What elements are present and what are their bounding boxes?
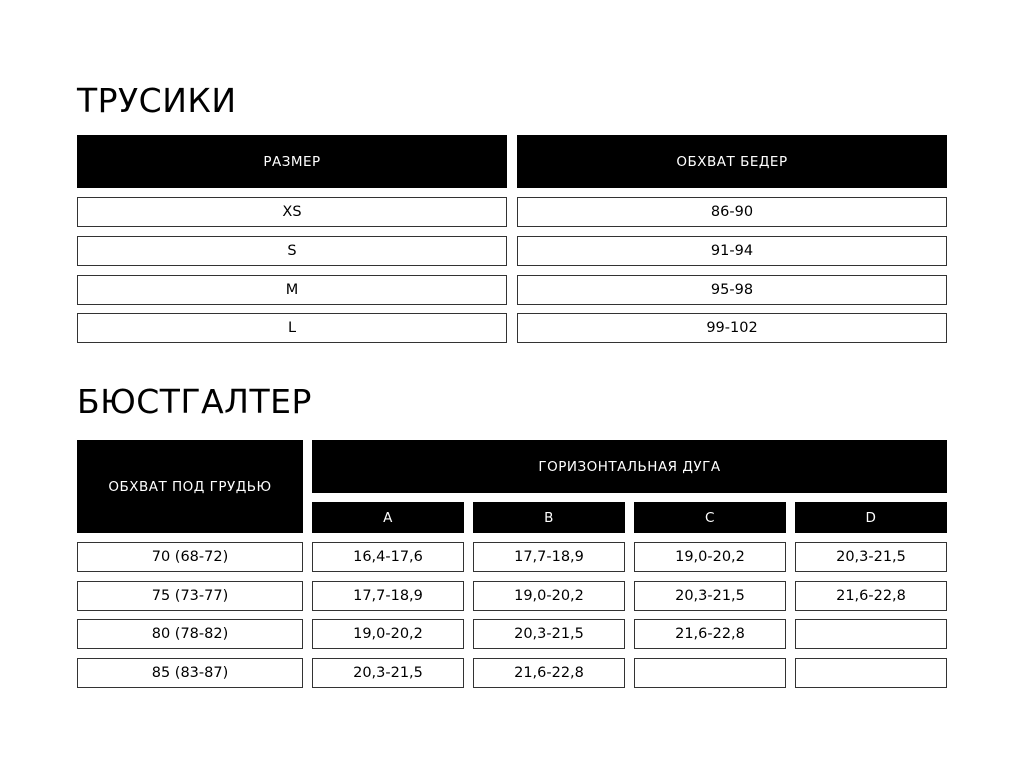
cup-size-cell: 20,3-21,5 [312,658,464,688]
cup-size-cell: 19,0-20,2 [473,581,625,611]
cup-size-cell: 21,6-22,8 [795,581,947,611]
hip-header: ОБХВАТ БЕДЕР [517,135,947,188]
size-cell: M [77,275,507,305]
cup-size-cell [795,619,947,649]
size-cell: L [77,313,507,343]
hip-cell: 99-102 [517,313,947,343]
cup-header: ГОРИЗОНТАЛЬНАЯ ДУГА [312,440,947,493]
cup-d-header: D [795,502,947,533]
cup-size-cell: 20,3-21,5 [795,542,947,572]
cup-size-cell: 21,6-22,8 [634,619,786,649]
cup-size-cell: 16,4-17,6 [312,542,464,572]
panties-title: ТРУСИКИ [77,81,237,120]
underbust-cell: 80 (78-82) [77,619,303,649]
cup-size-cell: 19,0-20,2 [634,542,786,572]
cup-size-cell: 21,6-22,8 [473,658,625,688]
cup-size-cell [634,658,786,688]
cup-c-header: C [634,502,786,533]
underbust-cell: 75 (73-77) [77,581,303,611]
cup-a-header: A [312,502,464,533]
cup-size-cell: 17,7-18,9 [473,542,625,572]
hip-cell: 95-98 [517,275,947,305]
underbust-cell: 70 (68-72) [77,542,303,572]
size-cell: S [77,236,507,266]
size-cell: XS [77,197,507,227]
cup-size-cell: 20,3-21,5 [473,619,625,649]
underbust-header: ОБХВАТ ПОД ГРУДЬЮ [77,440,303,533]
cup-size-cell: 20,3-21,5 [634,581,786,611]
cup-size-cell [795,658,947,688]
cup-b-header: B [473,502,625,533]
cup-size-cell: 19,0-20,2 [312,619,464,649]
bra-title: БЮСТГАЛТЕР [77,382,312,421]
cup-size-cell: 17,7-18,9 [312,581,464,611]
hip-cell: 91-94 [517,236,947,266]
hip-cell: 86-90 [517,197,947,227]
underbust-cell: 85 (83-87) [77,658,303,688]
size-header: РАЗМЕР [77,135,507,188]
